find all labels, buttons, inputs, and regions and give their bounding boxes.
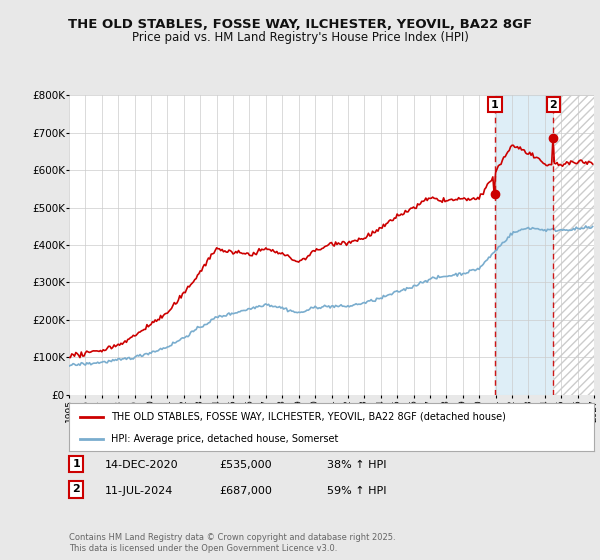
Text: 11-JUL-2024: 11-JUL-2024 bbox=[105, 486, 173, 496]
Text: 14-DEC-2020: 14-DEC-2020 bbox=[105, 460, 179, 470]
Text: 1: 1 bbox=[73, 459, 80, 469]
Bar bbox=[553, 95, 594, 395]
Text: Contains HM Land Registry data © Crown copyright and database right 2025.
This d: Contains HM Land Registry data © Crown c… bbox=[69, 533, 395, 553]
Text: 38% ↑ HPI: 38% ↑ HPI bbox=[327, 460, 386, 470]
Text: THE OLD STABLES, FOSSE WAY, ILCHESTER, YEOVIL, BA22 8GF: THE OLD STABLES, FOSSE WAY, ILCHESTER, Y… bbox=[68, 18, 532, 31]
Text: HPI: Average price, detached house, Somerset: HPI: Average price, detached house, Some… bbox=[111, 434, 338, 444]
Text: 2: 2 bbox=[550, 100, 557, 110]
Text: £535,000: £535,000 bbox=[219, 460, 272, 470]
Text: THE OLD STABLES, FOSSE WAY, ILCHESTER, YEOVIL, BA22 8GF (detached house): THE OLD STABLES, FOSSE WAY, ILCHESTER, Y… bbox=[111, 412, 506, 422]
Bar bbox=[553, 95, 594, 395]
Text: 2: 2 bbox=[73, 484, 80, 494]
Text: 1: 1 bbox=[491, 100, 499, 110]
Text: Price paid vs. HM Land Registry's House Price Index (HPI): Price paid vs. HM Land Registry's House … bbox=[131, 31, 469, 44]
Text: £687,000: £687,000 bbox=[219, 486, 272, 496]
Text: 59% ↑ HPI: 59% ↑ HPI bbox=[327, 486, 386, 496]
Bar bbox=[553, 95, 594, 395]
Bar bbox=[495, 95, 553, 395]
